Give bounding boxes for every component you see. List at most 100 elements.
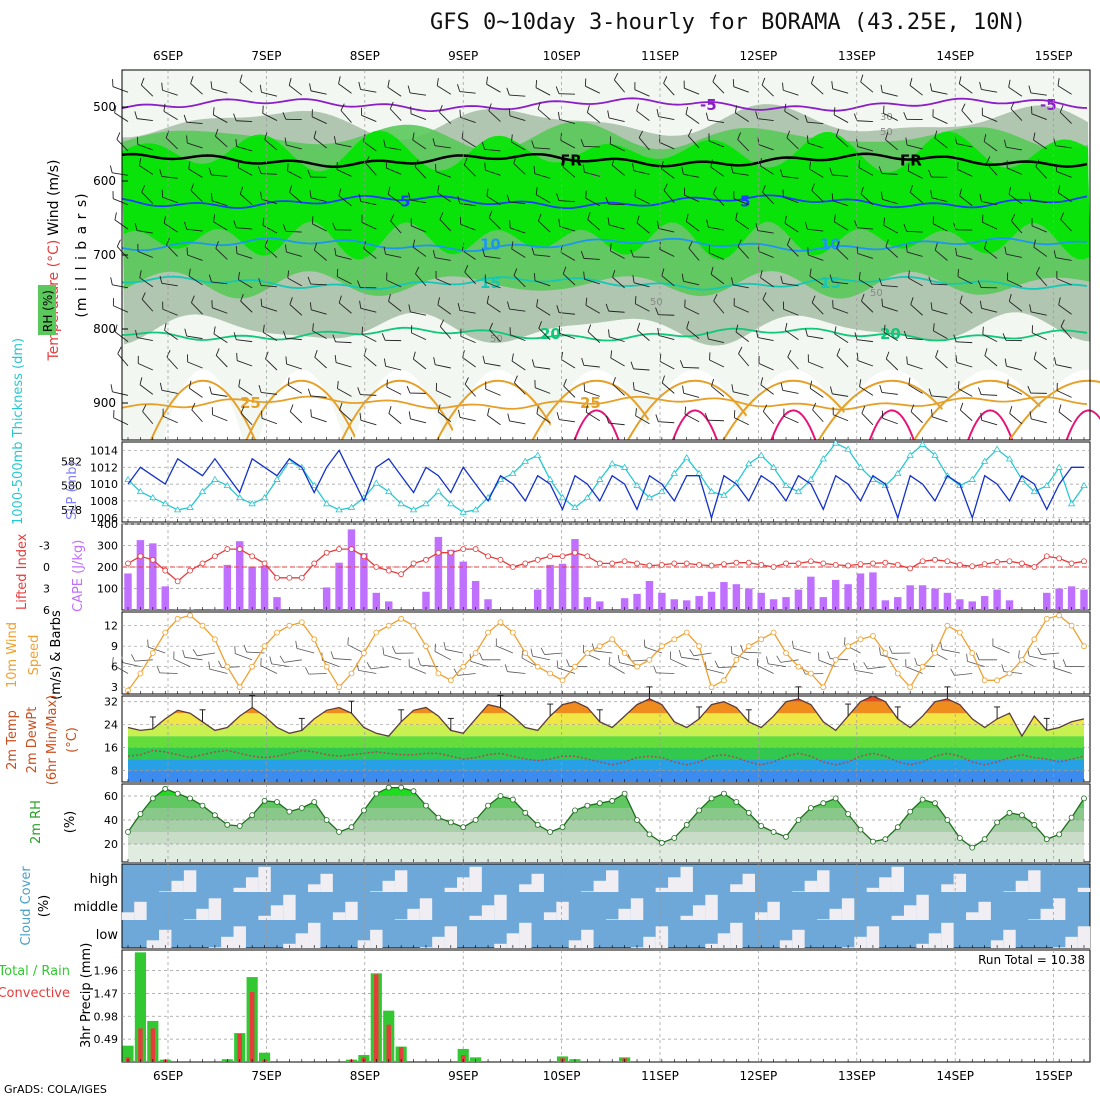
wind-barb-shaft bbox=[611, 164, 625, 176]
wind-barb-flag bbox=[387, 79, 390, 88]
wind-barb-flag bbox=[340, 103, 345, 111]
wind-barb bbox=[190, 183, 203, 203]
rh-line-marker bbox=[298, 805, 305, 811]
wind-speed-line-marker bbox=[385, 622, 392, 629]
wind-barb-shaft bbox=[808, 361, 824, 369]
wind-barb bbox=[935, 349, 948, 369]
wind-barb bbox=[408, 192, 427, 204]
wind-barb-shaft bbox=[188, 168, 203, 178]
wind-barb-flag bbox=[663, 183, 668, 191]
barb-shaft bbox=[322, 659, 340, 668]
wind-barb-flag bbox=[215, 241, 219, 249]
barb-flag bbox=[888, 646, 893, 654]
wind-barb-shaft bbox=[906, 144, 923, 150]
wind-barb bbox=[557, 111, 576, 125]
wind-barb-flag bbox=[1006, 272, 1009, 281]
cape-ylabel: CAPE (J/kg) bbox=[71, 540, 86, 612]
barb-shaft bbox=[743, 651, 762, 654]
wind-barb bbox=[166, 350, 178, 370]
wind-barb-shaft bbox=[339, 409, 352, 422]
wind-barb bbox=[880, 191, 898, 205]
top-date-label: 10SEP bbox=[543, 49, 581, 63]
wind-barb bbox=[412, 239, 427, 257]
wind-barb-flag bbox=[211, 300, 213, 308]
wind-barb bbox=[979, 81, 998, 93]
wind-barb-shaft bbox=[634, 389, 650, 395]
surface-wind-barb bbox=[669, 651, 687, 668]
cloud-cell bbox=[606, 919, 619, 920]
wind-barb-shaft bbox=[612, 384, 625, 396]
wind-barb bbox=[782, 301, 799, 316]
wind-barb-flag bbox=[611, 157, 615, 166]
wind-barb-flag bbox=[780, 275, 784, 284]
wind-barb-flag bbox=[513, 268, 518, 276]
wind-barb-flag bbox=[358, 81, 361, 90]
wind-barb bbox=[410, 106, 427, 121]
wind-barb-flag bbox=[332, 334, 336, 342]
barb-shaft bbox=[271, 663, 290, 668]
wind-barb-shaft bbox=[534, 366, 551, 370]
wind-barb-shaft bbox=[240, 300, 253, 313]
wind-barb-shaft bbox=[856, 339, 873, 343]
wind-barb-flag bbox=[1058, 404, 1062, 413]
wind-barb-flag bbox=[805, 328, 808, 337]
wind-barb bbox=[587, 212, 601, 231]
cloud-cell bbox=[382, 880, 395, 892]
wind-barb-flag bbox=[832, 407, 834, 415]
wind-barb-flag bbox=[457, 302, 461, 311]
wind-speed-line-marker bbox=[969, 650, 976, 656]
wind-barb bbox=[634, 296, 650, 312]
wind-barb bbox=[190, 295, 203, 315]
surface-wind-barb bbox=[208, 661, 228, 674]
wind-speed-line-marker bbox=[807, 670, 814, 677]
wind-barb-shaft bbox=[139, 384, 154, 395]
wind-speed-line-marker bbox=[646, 656, 653, 663]
wind-barb-flag bbox=[436, 78, 439, 86]
wind-barb-shaft bbox=[836, 248, 849, 260]
surface-wind-barb bbox=[714, 660, 737, 669]
wind-barb-shaft bbox=[934, 249, 948, 261]
cape-bar bbox=[720, 582, 728, 610]
barb-shaft bbox=[148, 646, 166, 654]
rh-line-marker bbox=[522, 809, 529, 816]
wind-barb bbox=[738, 346, 750, 367]
cloud-cell bbox=[121, 912, 135, 920]
wind-barb-shaft bbox=[832, 174, 849, 177]
wind-barb bbox=[562, 159, 576, 178]
wind-barb-flag bbox=[1053, 250, 1057, 258]
wind-barb bbox=[931, 409, 948, 423]
wind-barb-shaft bbox=[360, 88, 377, 93]
rh-line-marker bbox=[311, 799, 318, 805]
wind-barb-shaft bbox=[1031, 225, 1047, 233]
cape-bar bbox=[757, 592, 765, 610]
wind-barb-flag bbox=[235, 245, 238, 254]
wind-barb-flag bbox=[336, 161, 338, 170]
wind-barb bbox=[488, 210, 501, 230]
barb-shaft bbox=[246, 651, 265, 654]
wind-barb-shaft bbox=[885, 139, 899, 151]
wind-barb-shaft bbox=[461, 138, 476, 148]
wind-barb-flag bbox=[1008, 79, 1011, 88]
wind-barb bbox=[610, 243, 625, 259]
wind-speed-line-marker bbox=[894, 670, 901, 677]
wind-barb bbox=[507, 301, 526, 312]
wind-barb bbox=[986, 156, 998, 176]
wind-barb bbox=[860, 74, 874, 93]
wind-barb-shaft bbox=[1032, 332, 1047, 341]
wind-tick-label: 12 bbox=[104, 620, 118, 633]
wind-barb bbox=[708, 133, 725, 148]
wind-barb-flag bbox=[636, 103, 639, 112]
barb-shaft bbox=[1054, 667, 1072, 674]
wind-barb-shaft bbox=[907, 251, 923, 257]
wind-barb-shaft bbox=[1008, 193, 1023, 205]
wind-barb bbox=[733, 298, 749, 313]
wind-barb bbox=[289, 297, 303, 316]
wind-barb-shaft bbox=[436, 85, 452, 95]
rh-line-marker bbox=[423, 802, 429, 809]
wind-barb-flag bbox=[782, 82, 784, 91]
wind-barb bbox=[930, 190, 948, 203]
cloud-cell bbox=[469, 866, 482, 892]
wind-barb-flag bbox=[187, 354, 189, 363]
temp-contour-20 bbox=[121, 326, 1088, 342]
cloud-cell bbox=[171, 880, 184, 892]
